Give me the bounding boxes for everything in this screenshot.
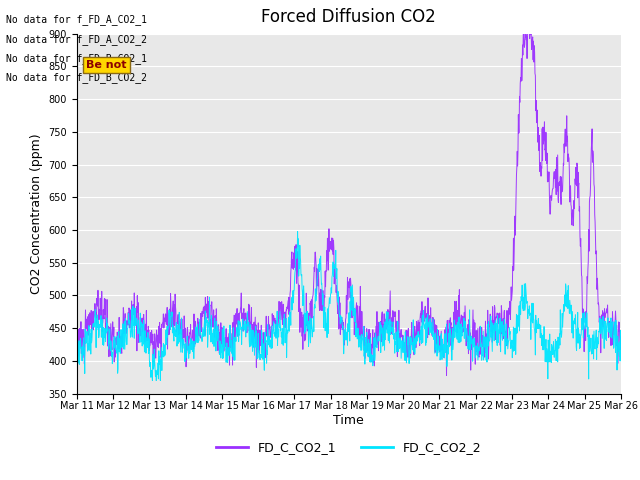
Y-axis label: CO2 Concentration (ppm): CO2 Concentration (ppm)	[30, 133, 43, 294]
X-axis label: Time: Time	[333, 414, 364, 427]
Text: Be not: Be not	[86, 60, 127, 70]
Text: No data for f_FD_A_CO2_1: No data for f_FD_A_CO2_1	[6, 14, 147, 25]
Text: No data for f_FD_B_CO2_2: No data for f_FD_B_CO2_2	[6, 72, 147, 83]
Legend: FD_C_CO2_1, FD_C_CO2_2: FD_C_CO2_1, FD_C_CO2_2	[211, 436, 486, 459]
Title: Forced Diffusion CO2: Forced Diffusion CO2	[261, 9, 436, 26]
Text: No data for f_FD_A_CO2_2: No data for f_FD_A_CO2_2	[6, 34, 147, 45]
Text: No data for f_FD_B_CO2_1: No data for f_FD_B_CO2_1	[6, 53, 147, 64]
